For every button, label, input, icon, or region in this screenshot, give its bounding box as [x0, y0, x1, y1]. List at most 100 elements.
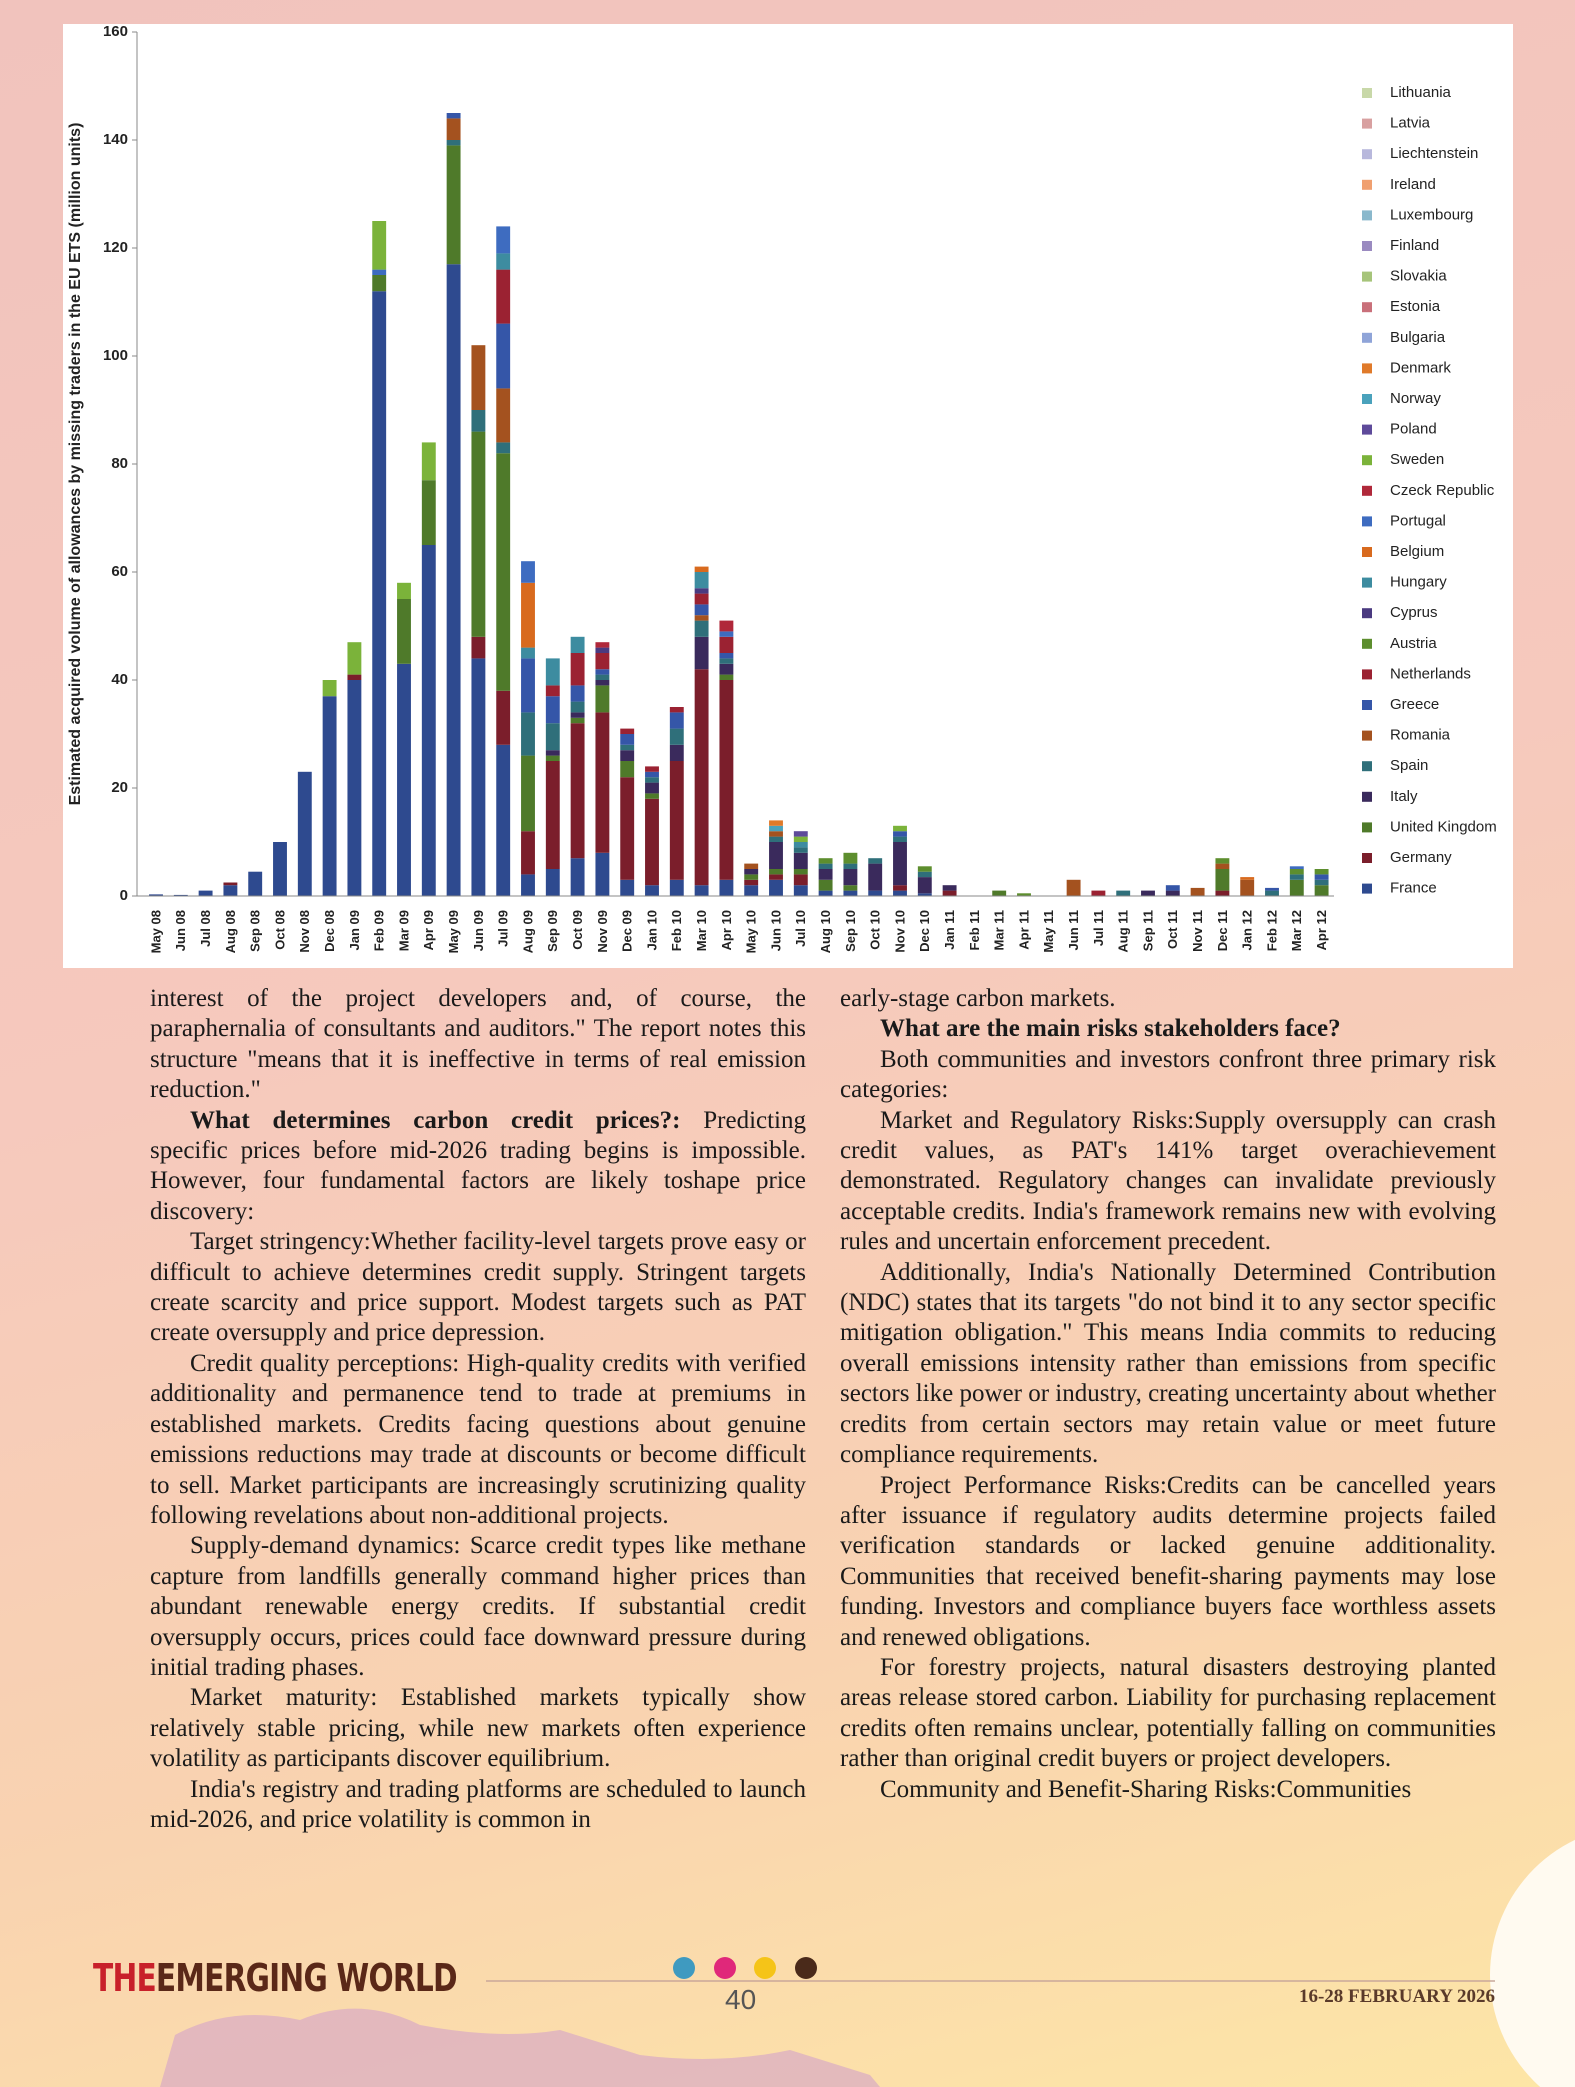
x-tick-label: Jun 10 [768, 910, 783, 951]
bar-segment [744, 863, 759, 869]
x-tick-label: Jul 08 [198, 910, 213, 947]
paragraph: Project Performance Risks:Credits can be… [840, 1471, 1496, 1651]
bar-segment [322, 696, 337, 896]
bar-segment [248, 871, 263, 896]
legend-swatch [1362, 485, 1372, 496]
bar-segment [645, 777, 659, 783]
legend-swatch [1362, 271, 1372, 282]
bar-segment [198, 890, 213, 896]
bar-segment [669, 744, 684, 761]
x-tick-label: Apr 09 [421, 910, 436, 950]
bar-segment [545, 658, 560, 686]
legend-label: United Kingdom [1390, 818, 1497, 835]
bar-segment [645, 771, 659, 778]
x-tick-label: May 09 [446, 910, 461, 953]
bar-segment [793, 869, 808, 875]
legend-swatch [1362, 88, 1372, 98]
chart-background [63, 24, 1513, 968]
bar-segment [1289, 866, 1304, 869]
bar-segment [818, 858, 833, 864]
x-tick-label: Sep 11 [1140, 910, 1155, 951]
x-tick-label: Dec 08 [322, 910, 337, 952]
x-tick-label: Oct 10 [868, 910, 883, 950]
bar-segment [521, 831, 535, 875]
x-tick-label: Dec 10 [917, 910, 932, 952]
legend-swatch [1362, 241, 1372, 251]
bar-segment [694, 593, 709, 605]
bar-segment [645, 782, 659, 794]
legend-label: Portugal [1390, 512, 1446, 529]
bar-segment [1289, 874, 1304, 880]
legend-label: Finland [1390, 237, 1439, 254]
legend-label: Sweden [1390, 451, 1444, 468]
heading: What determines carbon credit prices?: [190, 1106, 681, 1134]
bar-segment [1190, 887, 1205, 896]
bar-segment [893, 842, 907, 886]
paragraph: For forestry projects, natural disasters… [840, 1653, 1496, 1773]
x-tick-label: Jun 11 [1066, 910, 1081, 950]
x-tick-label: Oct 11 [1165, 910, 1180, 949]
bar-segment [595, 852, 610, 896]
y-tick-label: 20 [111, 779, 128, 796]
bar-segment [397, 663, 411, 896]
bar-segment [793, 831, 808, 837]
y-tick-label: 100 [103, 347, 128, 364]
bar-segment [620, 879, 635, 896]
bar-segment [273, 842, 287, 896]
bar-segment [719, 658, 734, 664]
brand: THEEMERGING WORLD [93, 1956, 458, 2000]
bar-segment [521, 874, 535, 896]
paragraph: What determines carbon credit prices?: P… [150, 1106, 806, 1228]
legend-swatch [1362, 883, 1372, 894]
bar-segment [570, 701, 585, 713]
bar-segment [521, 561, 535, 583]
bar-segment [496, 253, 511, 270]
bar-segment [347, 642, 362, 675]
bar-segment [843, 885, 858, 891]
legend-label: Netherlands [1390, 665, 1471, 682]
x-tick-label: Apr 11 [1016, 910, 1031, 950]
x-tick-label: Nov 09 [595, 910, 610, 953]
bar-segment [1215, 863, 1230, 869]
bar-segment [645, 793, 659, 799]
legend-label: Spain [1390, 757, 1428, 774]
bar-segment [372, 221, 387, 270]
legend-label: Estonia [1390, 298, 1441, 315]
bar-segment [719, 879, 734, 896]
y-tick-label: 160 [103, 23, 128, 40]
bar-segment [1265, 890, 1279, 896]
bar-segment [1215, 890, 1230, 896]
bar-segment [669, 761, 684, 880]
x-tick-label: Jun 09 [471, 910, 486, 951]
bar-segment [173, 894, 188, 896]
bar-segment [1215, 869, 1230, 891]
legend-swatch [1362, 853, 1372, 863]
bar-segment [570, 723, 585, 859]
bar-segment [893, 825, 907, 832]
x-tick-label: Aug 08 [223, 910, 238, 953]
bar-segment [818, 879, 833, 891]
bar-segment [694, 604, 709, 616]
page-number: 40 [725, 1984, 757, 2015]
legend-label: Romania [1390, 727, 1451, 744]
bar-segment [570, 712, 585, 718]
legend-label: France [1390, 880, 1437, 897]
bar-segment [570, 685, 585, 702]
bar-segment [769, 825, 783, 832]
bar-segment [942, 890, 957, 896]
bar-segment [372, 291, 387, 896]
x-tick-label: Nov 08 [297, 910, 312, 953]
y-tick-label: 80 [111, 455, 128, 472]
bar-segment [322, 680, 337, 697]
bar-segment [1240, 877, 1255, 880]
x-tick-label: Feb 11 [967, 910, 982, 950]
bar-segment [496, 690, 511, 745]
bar-segment [843, 890, 858, 896]
bar-segment [595, 642, 610, 648]
x-tick-label: Sep 10 [843, 910, 858, 952]
bar-segment [223, 882, 238, 886]
bar-segment [645, 766, 659, 772]
bar-segment [1066, 879, 1081, 896]
bar-segment [595, 674, 610, 680]
